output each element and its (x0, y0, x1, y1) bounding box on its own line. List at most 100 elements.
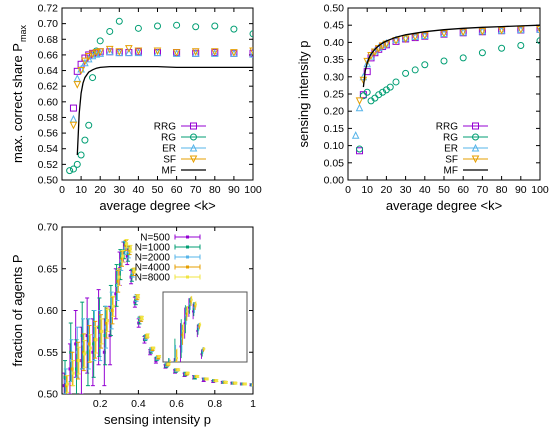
data-point (105, 45, 114, 54)
inset-data-point (189, 302, 192, 305)
data-point (355, 103, 364, 112)
data-point (125, 254, 129, 258)
data-point (119, 258, 123, 262)
data-point (157, 354, 161, 358)
data-point (103, 334, 107, 338)
data-point (351, 131, 360, 139)
data-point (63, 375, 67, 379)
data-point (77, 151, 85, 159)
series-mf (76, 65, 253, 156)
y-tick-label: 0.58 (38, 112, 59, 124)
x-axis-label: average degree <k> (386, 198, 502, 213)
x-tick-label: 40 (419, 184, 431, 196)
data-point (359, 76, 368, 85)
data-point (195, 374, 199, 378)
plot-frame (61, 7, 254, 181)
data-point (536, 25, 540, 34)
data-point (105, 321, 109, 325)
inset-data-point (192, 308, 195, 311)
data-point (70, 367, 74, 371)
inset-data-point (201, 351, 204, 354)
data-point (153, 48, 162, 57)
data-point (440, 57, 448, 65)
data-point (210, 48, 219, 56)
y-tick-label: 0.52 (38, 159, 59, 171)
x-tick-label: 80 (496, 184, 508, 196)
data-point (459, 54, 467, 62)
data-layer (62, 239, 253, 394)
legend-marker (472, 122, 479, 130)
data-point (69, 165, 77, 173)
inset-data-point (194, 303, 197, 306)
data-point (536, 37, 540, 45)
data-point (153, 47, 162, 56)
data-point (106, 27, 114, 35)
x-tick-label: 0 (345, 184, 351, 196)
y-tick-label: 0.15 (324, 123, 345, 135)
data-point (148, 350, 152, 354)
inset-data-point (237, 411, 239, 413)
inset-data-point (180, 337, 183, 340)
legend-label: MF (444, 166, 458, 177)
inset-data-point (245, 418, 247, 420)
inset-data-point (185, 314, 188, 317)
x-tick-label: 80 (209, 184, 221, 196)
legend-swatch (186, 245, 189, 249)
legend-label: RRG (436, 122, 458, 133)
data-point (111, 304, 115, 308)
inset-data-point (190, 300, 192, 303)
x-tick-label: 100 (244, 184, 262, 196)
data-point (114, 292, 118, 296)
series-rrg (69, 48, 253, 112)
data-point (134, 298, 138, 302)
x-tick-label: 50 (438, 184, 450, 196)
data-point (69, 114, 78, 123)
inset-data-point (169, 373, 171, 375)
data-point (186, 371, 190, 375)
data-point (88, 342, 92, 346)
y-axis-label: sensing intensity p (296, 41, 311, 148)
data-point (355, 97, 364, 105)
data-point (459, 28, 468, 37)
y-tick-label: 0.25 (324, 89, 345, 101)
inset-data-point (196, 329, 199, 332)
data-point (176, 368, 180, 372)
data-point (146, 334, 150, 338)
data-point (536, 25, 540, 33)
data-point (249, 50, 253, 58)
inset-data-point (200, 353, 203, 356)
data-point (105, 47, 114, 56)
data-point (367, 51, 375, 60)
data-point (92, 334, 96, 338)
legend-marker (471, 155, 480, 164)
data-point (210, 49, 219, 57)
inset-data-point (194, 305, 197, 307)
data-point (249, 47, 253, 56)
data-point (363, 57, 372, 66)
y-tick-label: 0.50 (38, 175, 59, 187)
inset-data-point (205, 373, 207, 375)
data-point (401, 35, 410, 44)
legend-label: SF (163, 155, 176, 166)
data-point (100, 329, 104, 333)
x-tick-label: 60 (171, 184, 183, 196)
y-tick-label: 0.70 (38, 18, 59, 30)
inset-data-point (184, 318, 187, 321)
data-point (224, 380, 228, 384)
data-point (440, 29, 448, 38)
y-tick-label: 0.70 (38, 222, 59, 234)
inset-data-point (175, 361, 178, 362)
inset-data-point (247, 416, 249, 418)
data-point (92, 342, 96, 346)
y-tick-label: 0.50 (38, 389, 59, 401)
y-axis-label: max. correct share Pmax (10, 25, 28, 163)
data-point (104, 325, 108, 329)
inset-data-point (185, 312, 188, 315)
data-point (172, 49, 181, 57)
inset-data-point (212, 387, 214, 389)
y-tick-label: 0.05 (324, 157, 345, 169)
data-point (363, 59, 372, 68)
data-point (125, 242, 129, 246)
y-tick-label: 0.40 (324, 37, 345, 49)
